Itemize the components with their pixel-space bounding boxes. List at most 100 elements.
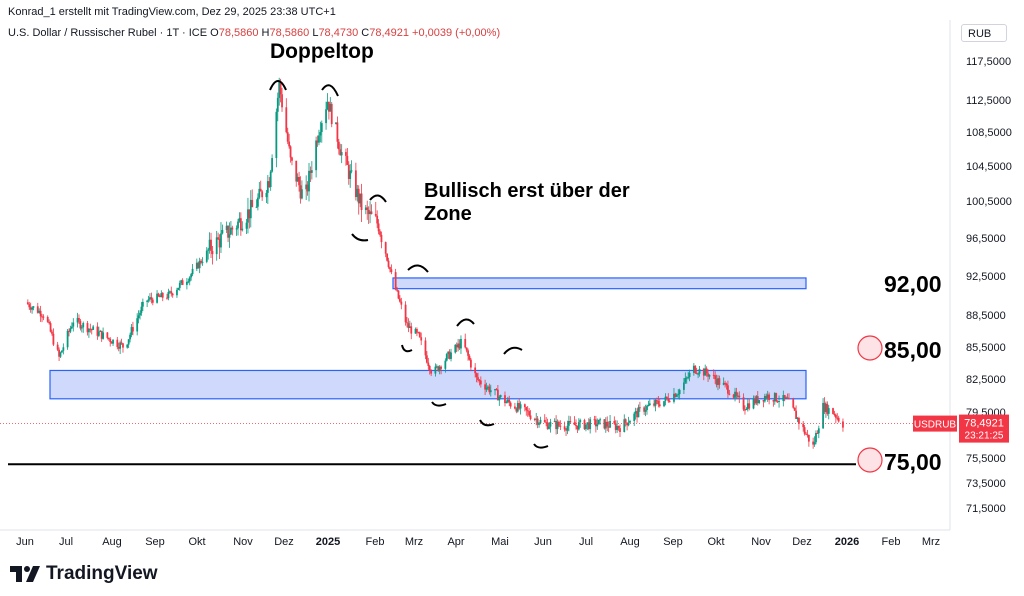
- candle-body: [107, 337, 110, 339]
- candle-body: [424, 340, 427, 356]
- low-label: L: [312, 27, 319, 39]
- candle-body: [475, 373, 478, 378]
- candle-body: [619, 428, 621, 433]
- x-tick-label: Jun: [534, 536, 552, 548]
- candle-body: [52, 333, 55, 345]
- candle-body: [389, 267, 391, 270]
- candle-body: [805, 433, 807, 435]
- candle-body: [410, 326, 413, 334]
- x-tick-label: Sep: [145, 536, 165, 548]
- candle-body: [675, 395, 678, 397]
- candle-body: [231, 227, 234, 230]
- candle-body: [79, 320, 82, 329]
- candle-body: [506, 399, 509, 402]
- candle-body: [496, 389, 499, 401]
- attribution: Konrad_1 erstellt mit TradingView.com, D…: [8, 6, 336, 18]
- candle-body: [289, 146, 292, 158]
- candle-body: [634, 411, 637, 414]
- candle-body: [386, 253, 389, 261]
- candle-body: [320, 123, 323, 133]
- pattern-arc: [321, 84, 339, 97]
- candle-body: [367, 209, 370, 215]
- x-tick-label: Jul: [579, 536, 593, 548]
- candle-body: [181, 280, 184, 285]
- candle-body: [398, 298, 401, 302]
- candle-body: [724, 382, 726, 384]
- candle-body: [638, 407, 641, 409]
- candle-body: [127, 339, 130, 345]
- candle-body: [279, 81, 282, 95]
- candle-body: [464, 338, 467, 348]
- candle-body: [629, 421, 631, 423]
- candle-body: [563, 426, 566, 430]
- candle-body: [788, 398, 790, 400]
- candle-body: [543, 419, 546, 423]
- candle-body: [112, 339, 114, 344]
- candle-body: [548, 426, 550, 429]
- candle-body: [715, 379, 718, 385]
- candle-body: [587, 422, 590, 429]
- x-tick-label: Jul: [59, 536, 73, 548]
- candle-body: [72, 322, 75, 327]
- candle-body: [217, 237, 220, 239]
- candle-body: [308, 170, 310, 192]
- candle-body: [559, 425, 562, 427]
- candle-body: [505, 401, 508, 404]
- candle-body: [78, 317, 80, 321]
- candle-body: [573, 422, 576, 426]
- candle-body: [842, 421, 844, 428]
- candle-body: [758, 400, 761, 404]
- candle-body: [488, 386, 491, 393]
- candle-body: [420, 337, 423, 341]
- candle-body: [141, 301, 144, 307]
- candle-body: [327, 101, 330, 112]
- candle-body: [228, 234, 231, 238]
- candle-body: [495, 389, 498, 391]
- level-92-label: 92,00: [884, 271, 942, 297]
- candle-body: [97, 331, 100, 336]
- symbol-name[interactable]: U.S. Dollar / Russischer Rubel · 1T · IC…: [8, 27, 208, 39]
- candle-body: [738, 395, 741, 398]
- y-tick-label: 100,5000: [966, 196, 1012, 208]
- candle-body: [827, 408, 830, 414]
- x-tick-label: 2025: [316, 536, 340, 548]
- symbol-tag: [913, 415, 957, 432]
- candle-body: [100, 330, 103, 339]
- y-tick-label: 73,5000: [966, 478, 1006, 490]
- candle-body: [366, 207, 369, 210]
- candle-body: [523, 404, 526, 408]
- x-tick-label: Nov: [233, 536, 253, 548]
- y-tick-label: 112,5000: [966, 95, 1011, 107]
- tradingview-logo[interactable]: TradingView: [10, 563, 158, 585]
- pattern-arc: [479, 419, 495, 427]
- candle-body: [339, 149, 342, 156]
- candle-body: [744, 409, 746, 411]
- candle-body: [832, 408, 834, 414]
- candle-body: [752, 399, 755, 409]
- level-85-label: 85,00: [884, 337, 942, 363]
- candle-body: [406, 322, 408, 324]
- candle-body: [763, 396, 766, 402]
- candle-body: [514, 406, 516, 409]
- candle-body: [637, 407, 640, 418]
- candle-body: [728, 393, 731, 395]
- candle-body: [585, 424, 587, 430]
- candle-body: [633, 413, 636, 422]
- x-tick-label: Sep: [663, 536, 683, 548]
- low-value: 78,4730: [318, 27, 359, 39]
- candle-body: [49, 323, 52, 332]
- candle-body: [597, 419, 600, 425]
- candle-body: [614, 423, 617, 430]
- candle-body: [825, 403, 827, 413]
- candle-body: [380, 234, 383, 243]
- candle-body: [438, 366, 441, 371]
- candle-body: [245, 222, 248, 229]
- candle-body: [792, 398, 795, 408]
- candle-body: [778, 400, 780, 402]
- candle-body: [795, 410, 797, 420]
- candle-body: [190, 274, 193, 278]
- candle-body: [102, 332, 105, 339]
- currency-unit-button[interactable]: RUB: [961, 24, 1007, 42]
- candle-body: [377, 223, 380, 232]
